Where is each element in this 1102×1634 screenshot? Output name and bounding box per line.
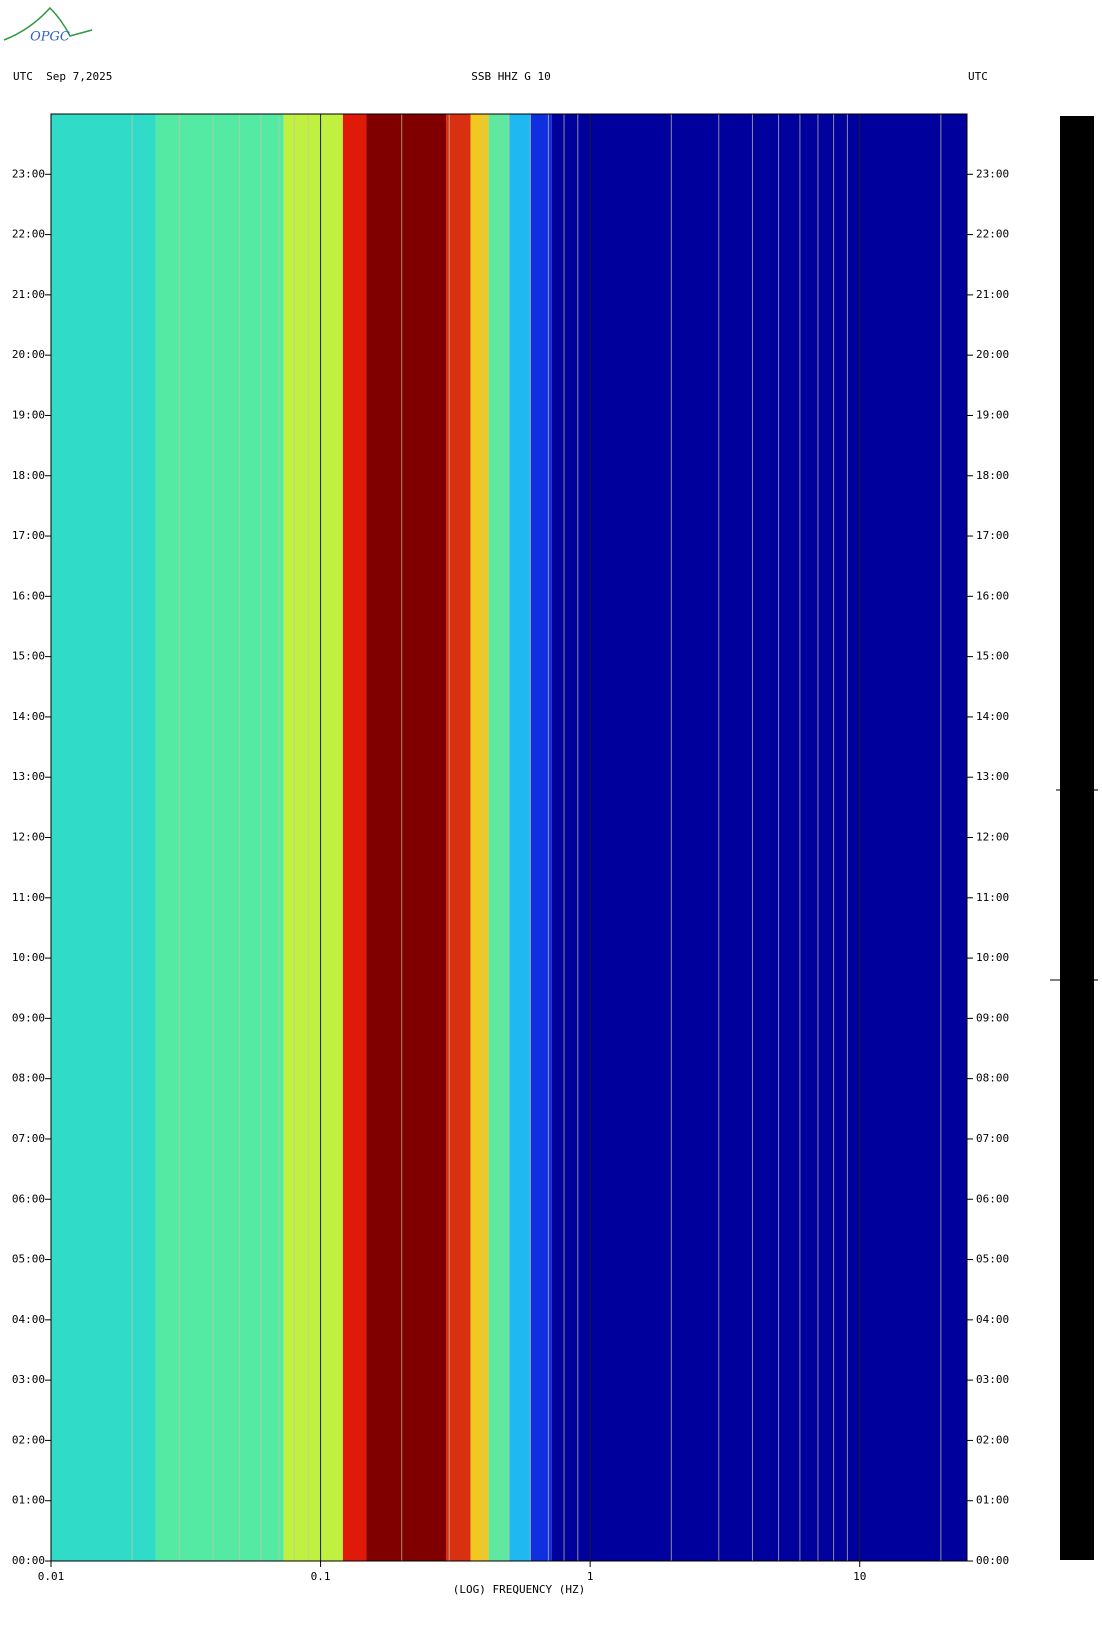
logo-curve bbox=[3, 6, 93, 41]
y-tick-label: 23:00 bbox=[976, 167, 1009, 180]
waveform-trace bbox=[1060, 116, 1094, 1560]
spectrogram-band bbox=[488, 114, 509, 1561]
y-tick-label: 01:00 bbox=[976, 1494, 1009, 1507]
y-tick-label: 00:00 bbox=[976, 1554, 1009, 1567]
x-tick-label: 10 bbox=[853, 1570, 866, 1583]
y-tick-label: 14:00 bbox=[976, 710, 1009, 723]
y-tick-label: 13:00 bbox=[976, 770, 1009, 783]
y-tick-label: 22:00 bbox=[12, 228, 45, 241]
y-tick-label: 03:00 bbox=[12, 1373, 45, 1386]
y-tick-label: 22:00 bbox=[976, 228, 1009, 241]
spectrogram-band bbox=[530, 114, 552, 1561]
y-tick-label: 02:00 bbox=[12, 1433, 45, 1446]
left-header: UTC Sep 7,2025 bbox=[13, 70, 112, 83]
y-tick-label: 00:00 bbox=[12, 1554, 45, 1567]
y-tick-label: 19:00 bbox=[12, 408, 45, 421]
y-tick-label: 18:00 bbox=[976, 469, 1009, 482]
y-tick-label: 07:00 bbox=[12, 1132, 45, 1145]
y-tick-label: 07:00 bbox=[976, 1132, 1009, 1145]
logo: OPGC bbox=[30, 30, 70, 45]
chart-title: SSB HHZ G 10 bbox=[471, 70, 550, 83]
y-tick-label: 16:00 bbox=[976, 589, 1009, 602]
spectrogram-band bbox=[342, 114, 367, 1561]
y-tick-label: 09:00 bbox=[12, 1011, 45, 1024]
spectrogram-band bbox=[551, 114, 967, 1561]
y-tick-label: 08:00 bbox=[12, 1072, 45, 1085]
x-tick-label: 1 bbox=[587, 1570, 594, 1583]
spectrogram-band bbox=[470, 114, 489, 1561]
x-tick-label: 0.1 bbox=[311, 1570, 331, 1583]
y-tick-label: 01:00 bbox=[12, 1494, 45, 1507]
y-tick-label: 14:00 bbox=[12, 710, 45, 723]
x-tick-label: 0.01 bbox=[38, 1570, 65, 1583]
y-tick-label: 18:00 bbox=[12, 469, 45, 482]
y-tick-label: 17:00 bbox=[12, 529, 45, 542]
y-tick-label: 17:00 bbox=[976, 529, 1009, 542]
spectrogram-band bbox=[446, 114, 471, 1561]
y-tick-label: 16:00 bbox=[12, 589, 45, 602]
waveform bbox=[1050, 116, 1098, 1560]
spectrogram-band bbox=[509, 114, 531, 1561]
y-tick-label: 11:00 bbox=[976, 891, 1009, 904]
right-header: UTC bbox=[968, 70, 988, 83]
y-tick-label: 20:00 bbox=[976, 348, 1009, 361]
y-tick-label: 06:00 bbox=[12, 1192, 45, 1205]
y-tick-label: 10:00 bbox=[12, 951, 45, 964]
plot-frame bbox=[50, 113, 968, 1562]
y-tick-label: 04:00 bbox=[976, 1313, 1009, 1326]
y-tick-label: 06:00 bbox=[976, 1192, 1009, 1205]
spectrogram-band bbox=[283, 114, 343, 1561]
y-tick-label: 12:00 bbox=[12, 831, 45, 844]
y-tick-label: 19:00 bbox=[976, 408, 1009, 421]
y-tick-label: 08:00 bbox=[976, 1072, 1009, 1085]
y-tick-label: 21:00 bbox=[12, 288, 45, 301]
y-tick-label: 23:00 bbox=[12, 167, 45, 180]
y-tick-label: 05:00 bbox=[976, 1253, 1009, 1266]
y-tick-label: 03:00 bbox=[976, 1373, 1009, 1386]
y-tick-label: 10:00 bbox=[976, 951, 1009, 964]
y-tick-label: 04:00 bbox=[12, 1313, 45, 1326]
y-tick-label: 15:00 bbox=[976, 650, 1009, 663]
y-tick-label: 02:00 bbox=[976, 1433, 1009, 1446]
y-tick-label: 13:00 bbox=[12, 770, 45, 783]
y-tick-label: 05:00 bbox=[12, 1253, 45, 1266]
spectrogram-band bbox=[366, 114, 447, 1561]
x-axis-label: (LOG) FREQUENCY (HZ) bbox=[453, 1583, 585, 1596]
spectrogram-band bbox=[51, 114, 156, 1561]
y-tick-label: 09:00 bbox=[976, 1011, 1009, 1024]
y-tick-label: 21:00 bbox=[976, 288, 1009, 301]
y-tick-label: 20:00 bbox=[12, 348, 45, 361]
y-tick-label: 11:00 bbox=[12, 891, 45, 904]
y-tick-label: 12:00 bbox=[976, 831, 1009, 844]
y-tick-label: 15:00 bbox=[12, 650, 45, 663]
spectrogram-band bbox=[155, 114, 284, 1561]
